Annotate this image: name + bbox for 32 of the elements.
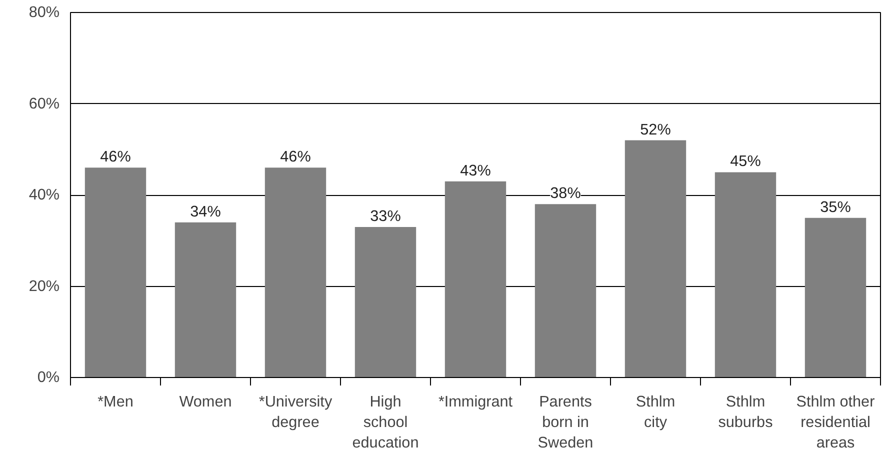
data-label: 34% <box>190 203 222 220</box>
data-label: 35% <box>820 198 852 216</box>
y-tick-label: 60% <box>28 95 60 112</box>
data-label: 38% <box>550 185 582 202</box>
x-tick-label: High school education <box>352 394 419 452</box>
x-tick-label: Sthlm other residential areas <box>796 394 875 452</box>
bar <box>804 218 866 378</box>
y-tick-label: 80% <box>28 4 60 21</box>
bar <box>444 181 506 378</box>
data-label: 45% <box>730 153 762 170</box>
x-tick-label: Sthlm suburbs <box>718 394 774 431</box>
data-label: 52% <box>640 121 672 138</box>
data-label: 46% <box>280 148 312 166</box>
x-tick-label: Sthlm city <box>636 394 676 431</box>
bar <box>84 168 146 378</box>
data-label: 46% <box>100 148 132 166</box>
bar <box>354 226 416 378</box>
bar <box>174 222 236 378</box>
x-tick-label: Women <box>179 394 232 410</box>
data-label: 33% <box>370 208 402 225</box>
data-label: 43% <box>460 162 492 180</box>
bar <box>714 172 776 378</box>
x-tick-label: *Immigrant <box>438 394 514 410</box>
x-tick-label: *University degree <box>258 394 332 431</box>
bar <box>264 168 326 378</box>
y-tick-label: 40% <box>28 186 60 204</box>
bar <box>534 204 596 378</box>
y-tick-label: 0% <box>37 369 60 386</box>
y-tick-label: 20% <box>28 278 60 295</box>
x-tick-label: Parents born in Sweden <box>538 394 594 452</box>
bar <box>624 140 686 378</box>
x-tick-label: *Men <box>98 394 134 410</box>
